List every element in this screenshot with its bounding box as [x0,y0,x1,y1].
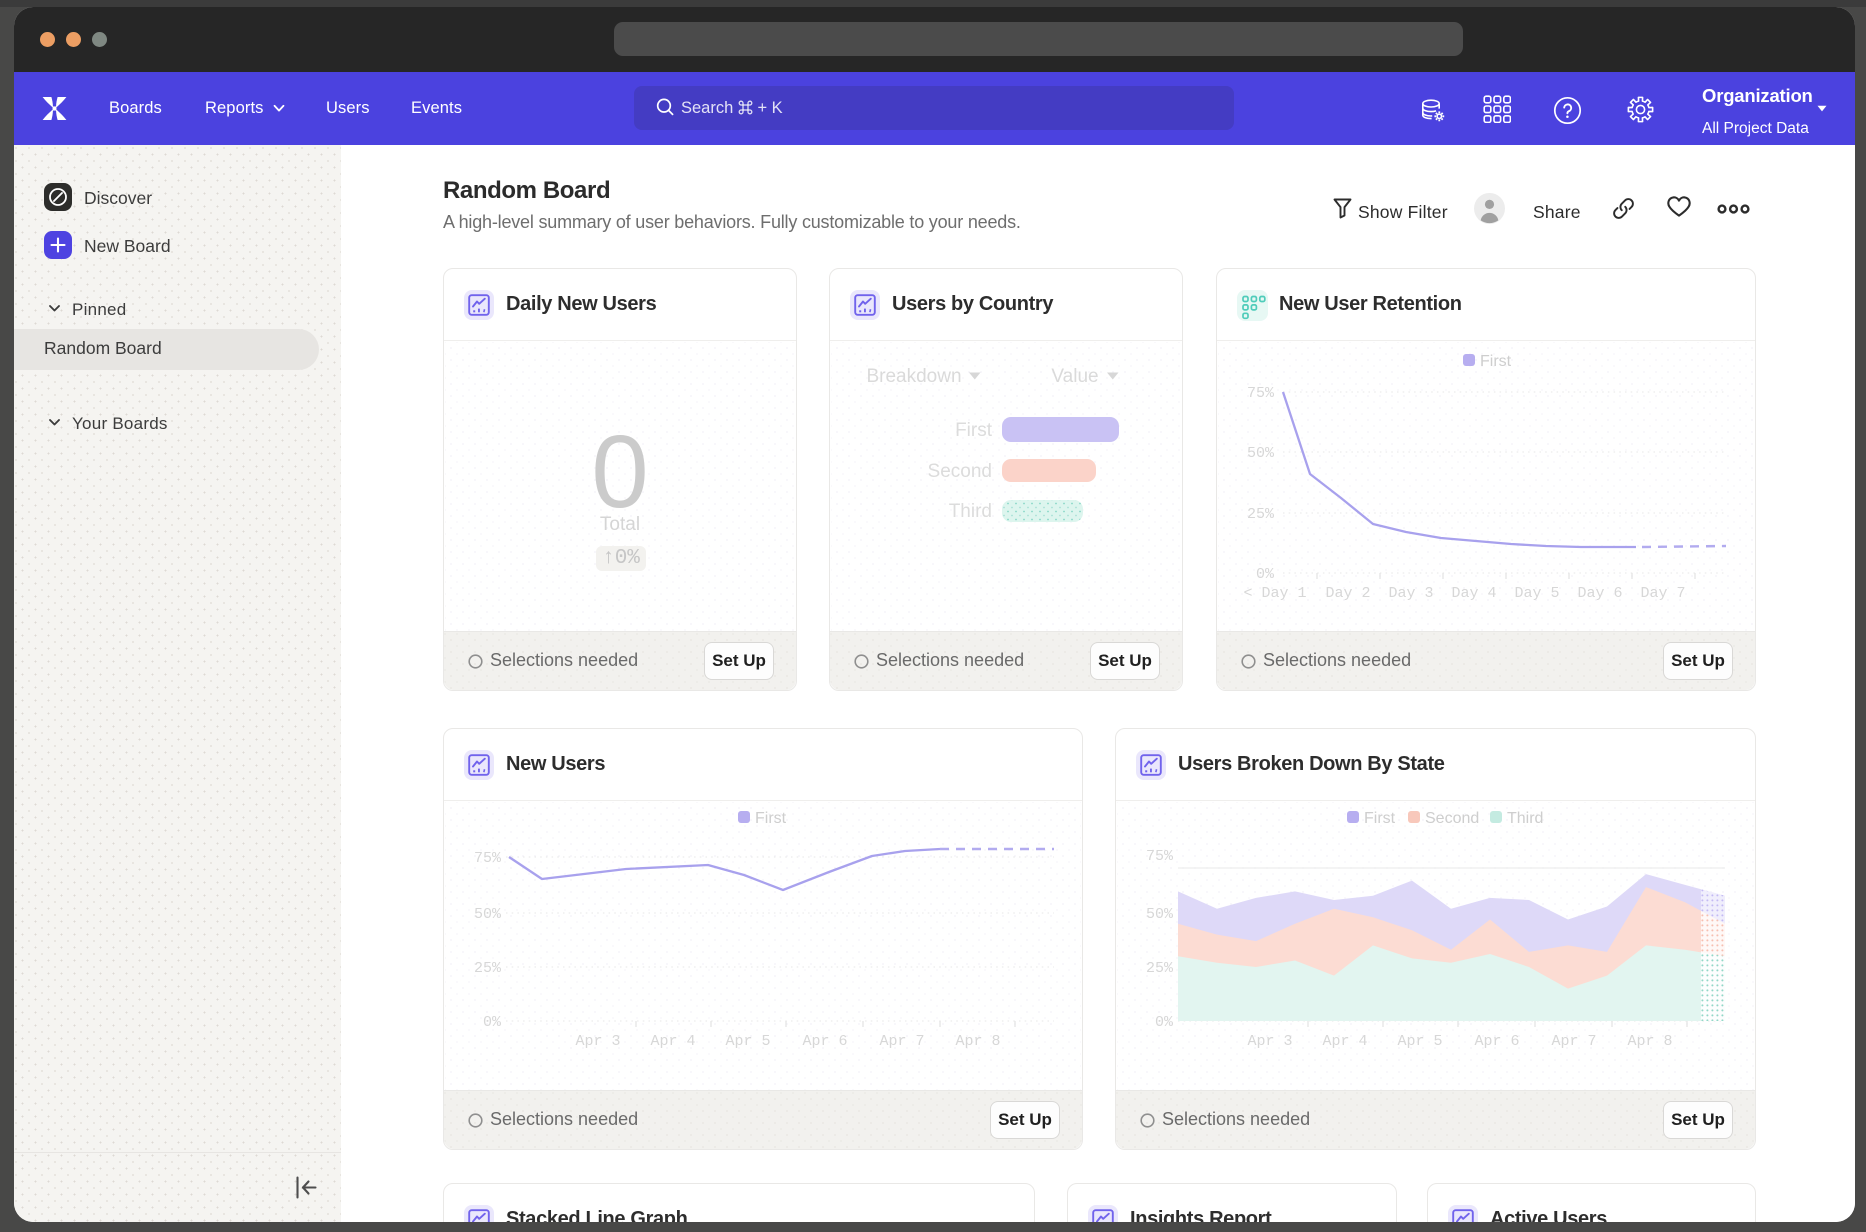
svg-text:Value: Value [1051,366,1098,387]
svg-text:Apr 5: Apr 5 [1397,1033,1442,1050]
svg-text:Second: Second [928,461,992,482]
svg-text:Day 7: Day 7 [1640,585,1685,602]
svg-text:50%: 50% [1146,906,1174,923]
svg-text:Apr 4: Apr 4 [1322,1033,1367,1050]
svg-text:First: First [1364,810,1396,827]
svg-text:Day 4: Day 4 [1451,585,1496,602]
svg-text:0%: 0% [483,1014,502,1031]
svg-text:Third: Third [949,501,992,522]
svg-text:Apr 3: Apr 3 [1247,1033,1292,1050]
svg-text:Second: Second [1425,810,1479,827]
svg-text:Apr 3: Apr 3 [575,1033,620,1050]
svg-text:First: First [1480,353,1512,370]
svg-text:25%: 25% [1146,960,1174,977]
svg-text:75%: 75% [1146,848,1174,865]
svg-text:Apr 7: Apr 7 [1551,1033,1596,1050]
svg-text:Apr 6: Apr 6 [1474,1033,1519,1050]
svg-text:First: First [755,810,787,827]
svg-text:Third: Third [1507,810,1543,827]
svg-text:Apr 5: Apr 5 [725,1033,770,1050]
svg-text:50%: 50% [474,906,502,923]
svg-text:75%: 75% [1247,385,1275,402]
svg-text:< Day 1: < Day 1 [1243,585,1306,602]
svg-text:25%: 25% [474,960,502,977]
svg-text:0%: 0% [1155,1014,1174,1031]
svg-text:Day 2: Day 2 [1325,585,1370,602]
svg-text:Day 6: Day 6 [1577,585,1622,602]
svg-text:Apr 4: Apr 4 [650,1033,695,1050]
svg-text:Apr 8: Apr 8 [955,1033,1000,1050]
svg-text:75%: 75% [474,850,502,867]
svg-text:First: First [955,420,993,441]
svg-text:0%: 0% [1256,566,1275,583]
svg-text:Apr 7: Apr 7 [879,1033,924,1050]
svg-text:50%: 50% [1247,445,1275,462]
svg-text:Apr 8: Apr 8 [1627,1033,1672,1050]
svg-text:25%: 25% [1247,506,1275,523]
svg-text:Breakdown: Breakdown [866,366,961,387]
svg-text:Day 5: Day 5 [1514,585,1559,602]
svg-text:Apr 6: Apr 6 [802,1033,847,1050]
svg-text:Day 3: Day 3 [1388,585,1433,602]
